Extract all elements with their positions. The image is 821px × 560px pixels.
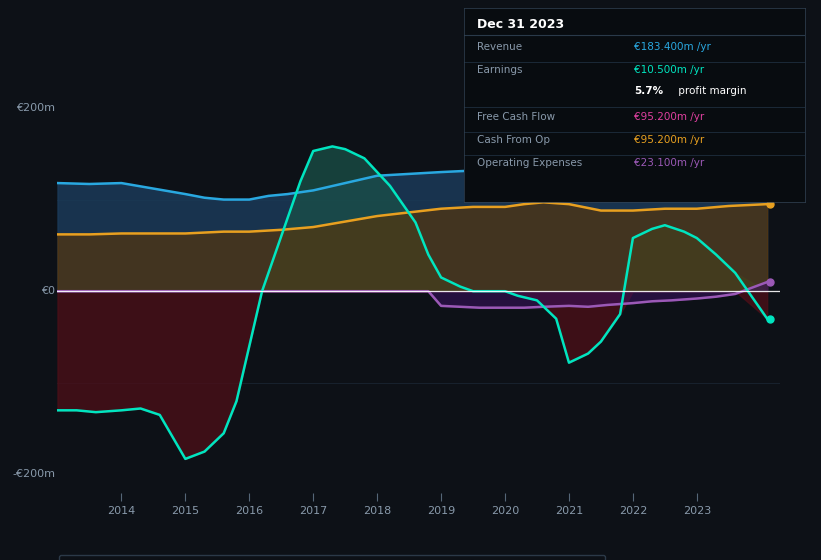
Text: €200m: €200m [16,103,55,113]
Text: Dec 31 2023: Dec 31 2023 [478,18,565,31]
Text: €0: €0 [41,286,55,296]
Text: €183.400m /yr: €183.400m /yr [635,42,711,52]
Text: Revenue: Revenue [478,42,523,52]
Legend: Revenue, Earnings, Free Cash Flow, Cash From Op, Operating Expenses: Revenue, Earnings, Free Cash Flow, Cash … [59,555,605,560]
Text: Cash From Op: Cash From Op [478,135,551,145]
Text: €10.500m /yr: €10.500m /yr [635,65,704,75]
Text: -€200m: -€200m [12,469,55,479]
Text: profit margin: profit margin [675,86,746,96]
Text: €23.100m /yr: €23.100m /yr [635,158,704,168]
Text: Earnings: Earnings [478,65,523,75]
Text: Free Cash Flow: Free Cash Flow [478,111,556,122]
Text: 5.7%: 5.7% [635,86,663,96]
Text: Operating Expenses: Operating Expenses [478,158,583,168]
Text: €95.200m /yr: €95.200m /yr [635,111,704,122]
Text: €95.200m /yr: €95.200m /yr [635,135,704,145]
